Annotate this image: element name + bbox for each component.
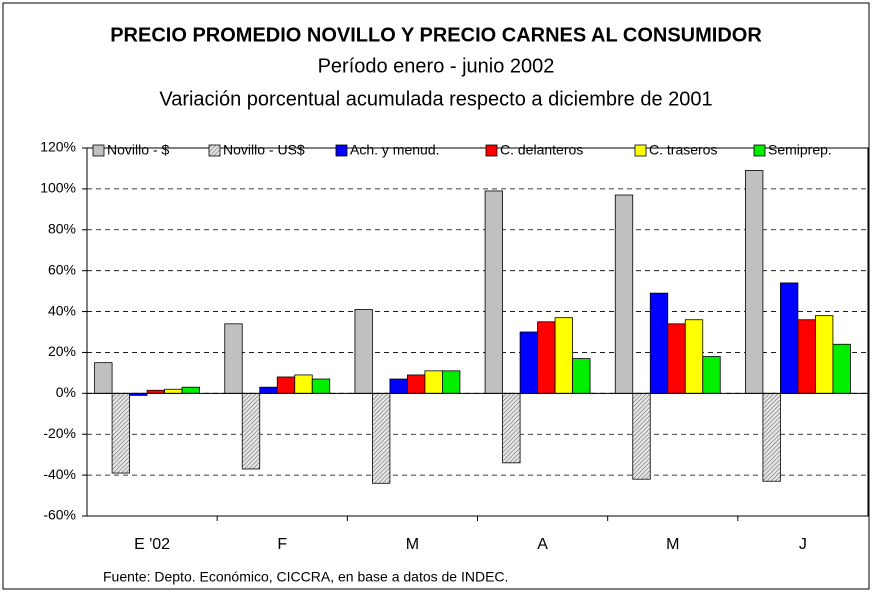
bar [614,194,634,394]
bar [502,392,521,464]
bar [649,292,669,394]
bar [442,370,461,394]
y-tick-label: 40% [48,302,76,318]
bar [259,386,278,394]
bar [354,309,373,394]
bar [94,362,113,394]
x-tick-label: A [537,536,548,553]
plot-area [86,147,869,517]
bar [424,370,443,394]
legend-swatch [208,144,221,157]
y-tick-label: -40% [43,466,76,482]
bar [572,358,591,394]
legend-swatch [485,144,498,157]
legend-label: Ach. y menud. [350,142,440,158]
x-tick-label: E '02 [134,536,170,553]
legend-label: C. traseros [649,142,717,158]
x-tick-label: M [666,536,679,553]
legend-swatch [753,144,766,157]
y-tick-label: 0% [56,384,76,400]
chart-subtitle: Variación porcentual acumulada respecto … [159,88,712,110]
bar [389,378,408,394]
y-tick-label: 20% [48,343,76,359]
bar [241,392,261,470]
bar [164,388,183,394]
y-tick-label: 60% [48,261,76,277]
chart-title: PRECIO PROMEDIO NOVILLO Y PRECIO CARNES … [110,24,762,46]
bar [684,319,704,394]
bar [832,343,851,394]
bar [554,317,573,394]
y-tick-label: -20% [43,425,76,441]
legend-swatch [634,144,647,157]
x-tick-label: J [799,536,807,553]
bar [632,392,651,480]
bar [181,386,200,394]
bar [224,323,243,394]
y-tick-label: -60% [43,507,76,523]
y-tick-label: 120% [40,139,76,155]
bar [294,374,313,394]
bar [372,392,391,484]
bar [797,319,816,394]
bar [276,376,296,394]
legend-label: Novillo - US$ [223,142,305,158]
bar [780,282,799,394]
legend-label: Semiprep. [768,142,832,158]
bar [311,378,331,394]
chart-subtitle: Período enero - junio 2002 [318,55,555,77]
legend-swatch [335,144,348,157]
bar [407,374,426,394]
bar [667,323,686,394]
x-tick-label: M [406,536,419,553]
bar [815,315,834,394]
legend-label: C. delanteros [500,142,583,158]
bar [519,331,538,394]
bar [537,321,556,394]
y-tick-label: 100% [40,180,76,196]
legend-label: Novillo - $ [107,142,169,158]
bar [111,392,130,474]
bar [745,170,764,394]
y-tick-label: 80% [48,220,76,236]
legend-swatch [92,144,105,157]
bar [702,356,721,394]
source-note: Fuente: Depto. Económico, CICCRA, en bas… [103,569,508,585]
bar [762,392,781,482]
x-tick-label: F [277,536,287,553]
bar [484,190,503,394]
